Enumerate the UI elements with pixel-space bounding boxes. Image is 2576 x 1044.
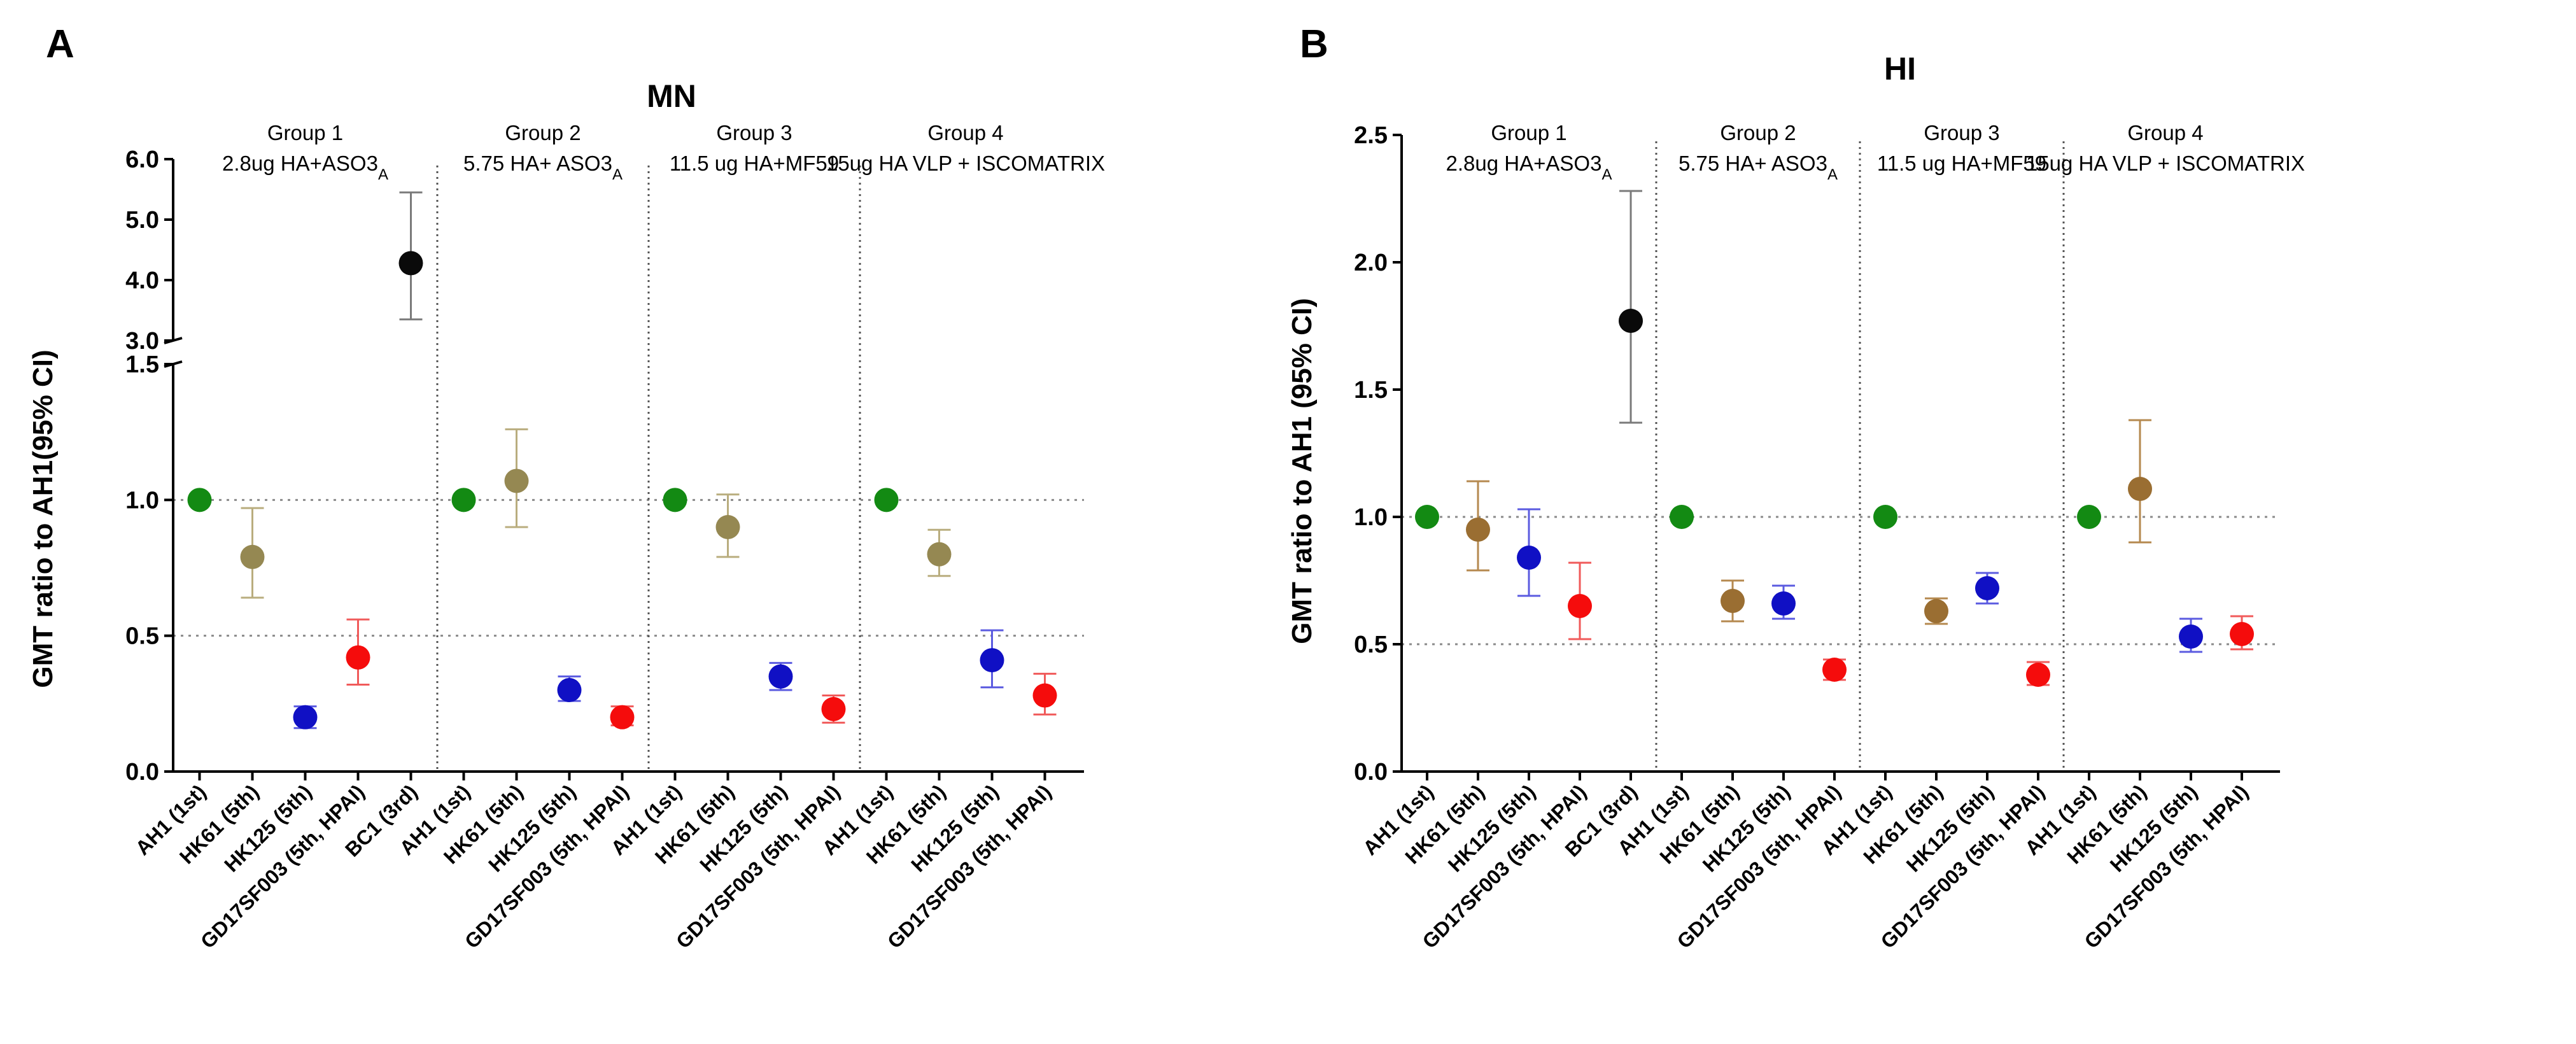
- data-point-gd17: [610, 705, 635, 730]
- y-tick-label: 6.0: [125, 146, 159, 173]
- panel-a-letter: A: [46, 22, 74, 66]
- data-point-ah1: [1415, 505, 1439, 529]
- y-tick-label: 0.5: [125, 623, 159, 650]
- data-point-hk125: [1771, 591, 1796, 616]
- y-tick-label: 2.5: [1354, 122, 1388, 149]
- group-name-label: Group 3: [1924, 121, 1999, 145]
- panel-a-y-axis-label: GMT ratio to AH1(95% CI): [27, 349, 59, 688]
- panel-b-title: HI: [1884, 51, 1916, 87]
- group-name-label: Group 1: [267, 121, 343, 145]
- data-point-hk61_mn: [927, 542, 952, 567]
- data-point-hk125: [293, 705, 318, 730]
- y-tick-label: 5.0: [125, 207, 159, 234]
- data-point-hk125: [768, 664, 793, 689]
- data-point-hk61_hi: [2128, 477, 2152, 501]
- group-name-label: Group 2: [505, 121, 581, 145]
- group-name-label: Group 1: [1491, 121, 1566, 145]
- data-point-hk125: [557, 678, 582, 702]
- data-point-hk125: [980, 648, 1004, 673]
- data-point-ah1: [1670, 505, 1694, 529]
- data-point-hk125: [1975, 576, 1999, 600]
- data-point-bc1: [398, 251, 423, 276]
- panel-b-plot: 0.0 0.5 1.0 1.5 2.0 2.5 Group 1 2.8ug HA+ASO3A G…: [1354, 121, 2305, 953]
- group-regimen-label: 15ug HA VLP + ISCOMATRIX: [826, 152, 1105, 175]
- data-point-gd17: [821, 696, 846, 721]
- y-tick-label: 1.0: [125, 487, 159, 514]
- group-name-label: Group 4: [2127, 121, 2203, 145]
- data-point-gd17: [2230, 622, 2254, 646]
- data-point-hk61_mn: [504, 469, 529, 493]
- group-name-label: Group 4: [927, 121, 1003, 145]
- y-tick-label: 4.0: [125, 267, 159, 294]
- data-point-gd17: [346, 645, 370, 670]
- data-point-ah1: [874, 488, 899, 512]
- data-point-ah1: [663, 488, 687, 512]
- y-tick-label: 2.0: [1354, 250, 1388, 276]
- data-point-bc1: [1619, 309, 1643, 333]
- panel-a-plot: 0.0 0.5 1.0 1.53.0 4.0 5.0 6.0 Group 1 2.8ug HA+…: [125, 121, 1105, 953]
- data-point-gd17: [1568, 594, 1592, 618]
- data-point-hk61_mn: [715, 515, 740, 539]
- data-point-ah1: [2077, 505, 2101, 529]
- data-point-gd17: [1032, 683, 1057, 708]
- data-point-ah1: [187, 488, 212, 512]
- data-point-hk61_hi: [1466, 518, 1490, 542]
- group-regimen-label: 11.5 ug HA+MF59: [1877, 152, 2046, 175]
- data-point-ah1: [451, 488, 476, 512]
- group-regimen-label: 2.8ug HA+ASO3A: [222, 152, 388, 183]
- y-tick-label: 3.0: [125, 328, 159, 355]
- group-regimen-label: 15ug HA VLP + ISCOMATRIX: [2026, 152, 2305, 175]
- panel-b-y-axis-label: GMT ratio to AH1 (95% CI): [1286, 298, 1318, 644]
- group-regimen-label: 11.5 ug HA+MF59: [670, 152, 839, 175]
- y-tick-label: 0.5: [1354, 631, 1388, 658]
- data-point-hk61_mn: [240, 544, 265, 569]
- data-point-gd17: [2026, 663, 2050, 687]
- y-tick-label: 1.0: [1354, 504, 1388, 531]
- data-point-hk125: [2179, 624, 2203, 649]
- data-point-hk61_hi: [1721, 589, 1745, 613]
- data-point-gd17: [1822, 658, 1847, 682]
- y-tick-label: 1.5: [125, 351, 159, 378]
- data-point-hk61_hi: [1924, 599, 1948, 623]
- y-tick-label: 0.0: [125, 759, 159, 786]
- group-regimen-label: 2.8ug HA+ASO3A: [1446, 152, 1612, 183]
- y-tick-label: 0.0: [1354, 759, 1388, 786]
- group-regimen-label: 5.75 HA+ ASO3A: [463, 152, 623, 183]
- y-tick-label: 1.5: [1354, 377, 1388, 404]
- data-point-ah1: [1873, 505, 1897, 529]
- panel-a-title: MN: [647, 78, 696, 114]
- group-name-label: Group 2: [1720, 121, 1796, 145]
- group-name-label: Group 3: [716, 121, 792, 145]
- group-regimen-label: 5.75 HA+ ASO3A: [1679, 152, 1838, 183]
- data-point-hk125: [1517, 546, 1541, 570]
- panel-b-letter: B: [1300, 22, 1328, 66]
